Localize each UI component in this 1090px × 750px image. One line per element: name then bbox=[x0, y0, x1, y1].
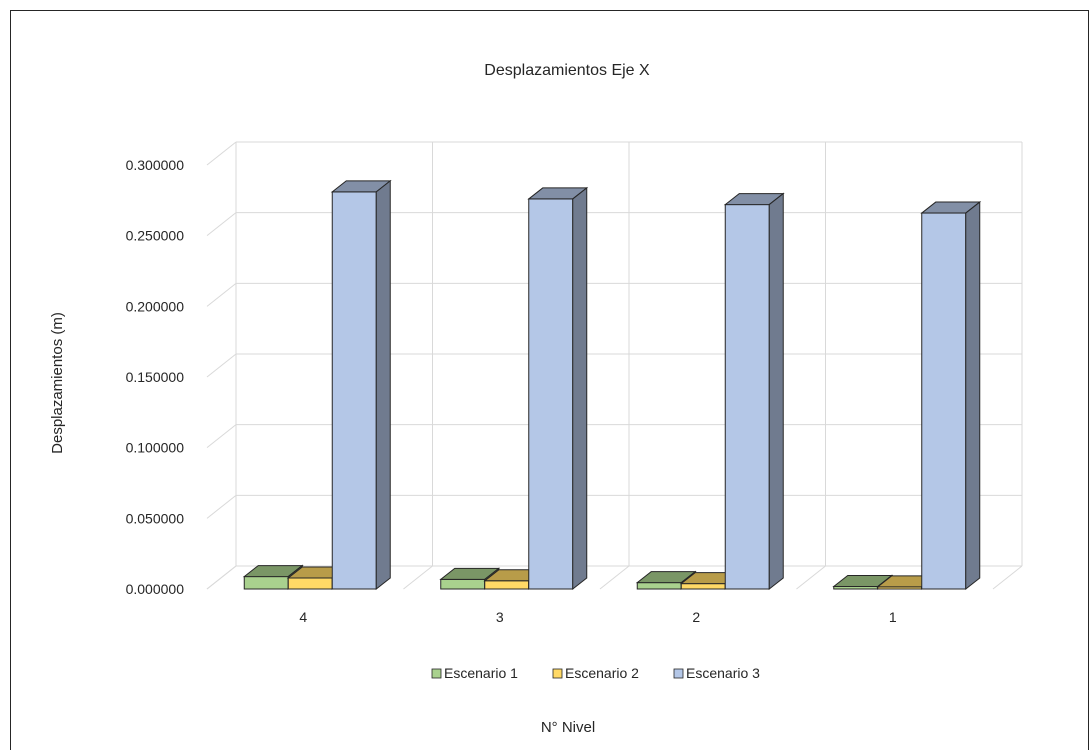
bar-front bbox=[331, 191, 377, 590]
bar-front bbox=[287, 577, 333, 590]
bar bbox=[527, 186, 589, 591]
x-tick-label: 1 bbox=[889, 609, 897, 625]
x-axis-label: N° Nivel bbox=[541, 719, 595, 736]
legend-swatch bbox=[673, 668, 684, 679]
x-tick-label: 2 bbox=[692, 609, 700, 625]
floor-divider bbox=[403, 565, 433, 590]
legend-label: Escenario 1 bbox=[444, 665, 518, 681]
chart-title: Desplazamientos Eje X bbox=[484, 62, 650, 79]
y-tick-label: 0.150000 bbox=[126, 369, 185, 385]
bar-side bbox=[572, 186, 588, 591]
floor-divider bbox=[796, 565, 826, 590]
bar bbox=[723, 192, 785, 591]
bar-front bbox=[680, 583, 726, 590]
y-tick-label: 0.050000 bbox=[126, 510, 185, 526]
bar-side bbox=[768, 192, 784, 591]
floor-divider bbox=[206, 565, 237, 590]
bar-front bbox=[921, 212, 967, 590]
legend-label: Escenario 3 bbox=[686, 665, 760, 681]
y-tick-label: 0.250000 bbox=[126, 228, 185, 244]
legend-swatch bbox=[552, 668, 563, 679]
y-tick-label: 0.000000 bbox=[126, 581, 185, 597]
floor-divider bbox=[992, 565, 1023, 590]
gridline-depth bbox=[206, 212, 237, 237]
x-tick-label: 4 bbox=[299, 609, 307, 625]
y-tick-label: 0.300000 bbox=[126, 157, 185, 173]
bar-side bbox=[375, 179, 391, 591]
bar-front bbox=[724, 204, 770, 590]
gridline-depth bbox=[206, 424, 237, 449]
bar-front bbox=[243, 576, 289, 590]
legend-swatch bbox=[431, 668, 442, 679]
bar bbox=[330, 179, 392, 591]
y-axis-label: Desplazamientos (m) bbox=[49, 312, 66, 454]
gridline-depth bbox=[206, 494, 237, 519]
y-tick-label: 0.200000 bbox=[126, 298, 185, 314]
gridline-depth bbox=[206, 353, 237, 378]
x-tick-label: 3 bbox=[496, 609, 504, 625]
floor-divider bbox=[599, 565, 630, 590]
bar-front bbox=[484, 580, 530, 590]
legend: Escenario 1 Escenario 2 Escenario 3 bbox=[431, 665, 760, 681]
bar bbox=[920, 201, 982, 591]
legend-label: Escenario 2 bbox=[565, 665, 639, 681]
gridline-depth bbox=[206, 282, 237, 307]
bar-front bbox=[440, 578, 486, 590]
y-tick-label: 0.100000 bbox=[126, 440, 185, 456]
bar-front bbox=[528, 198, 574, 590]
bar-front bbox=[636, 582, 682, 590]
gridline-depth bbox=[206, 141, 237, 166]
bar-side bbox=[965, 201, 981, 591]
